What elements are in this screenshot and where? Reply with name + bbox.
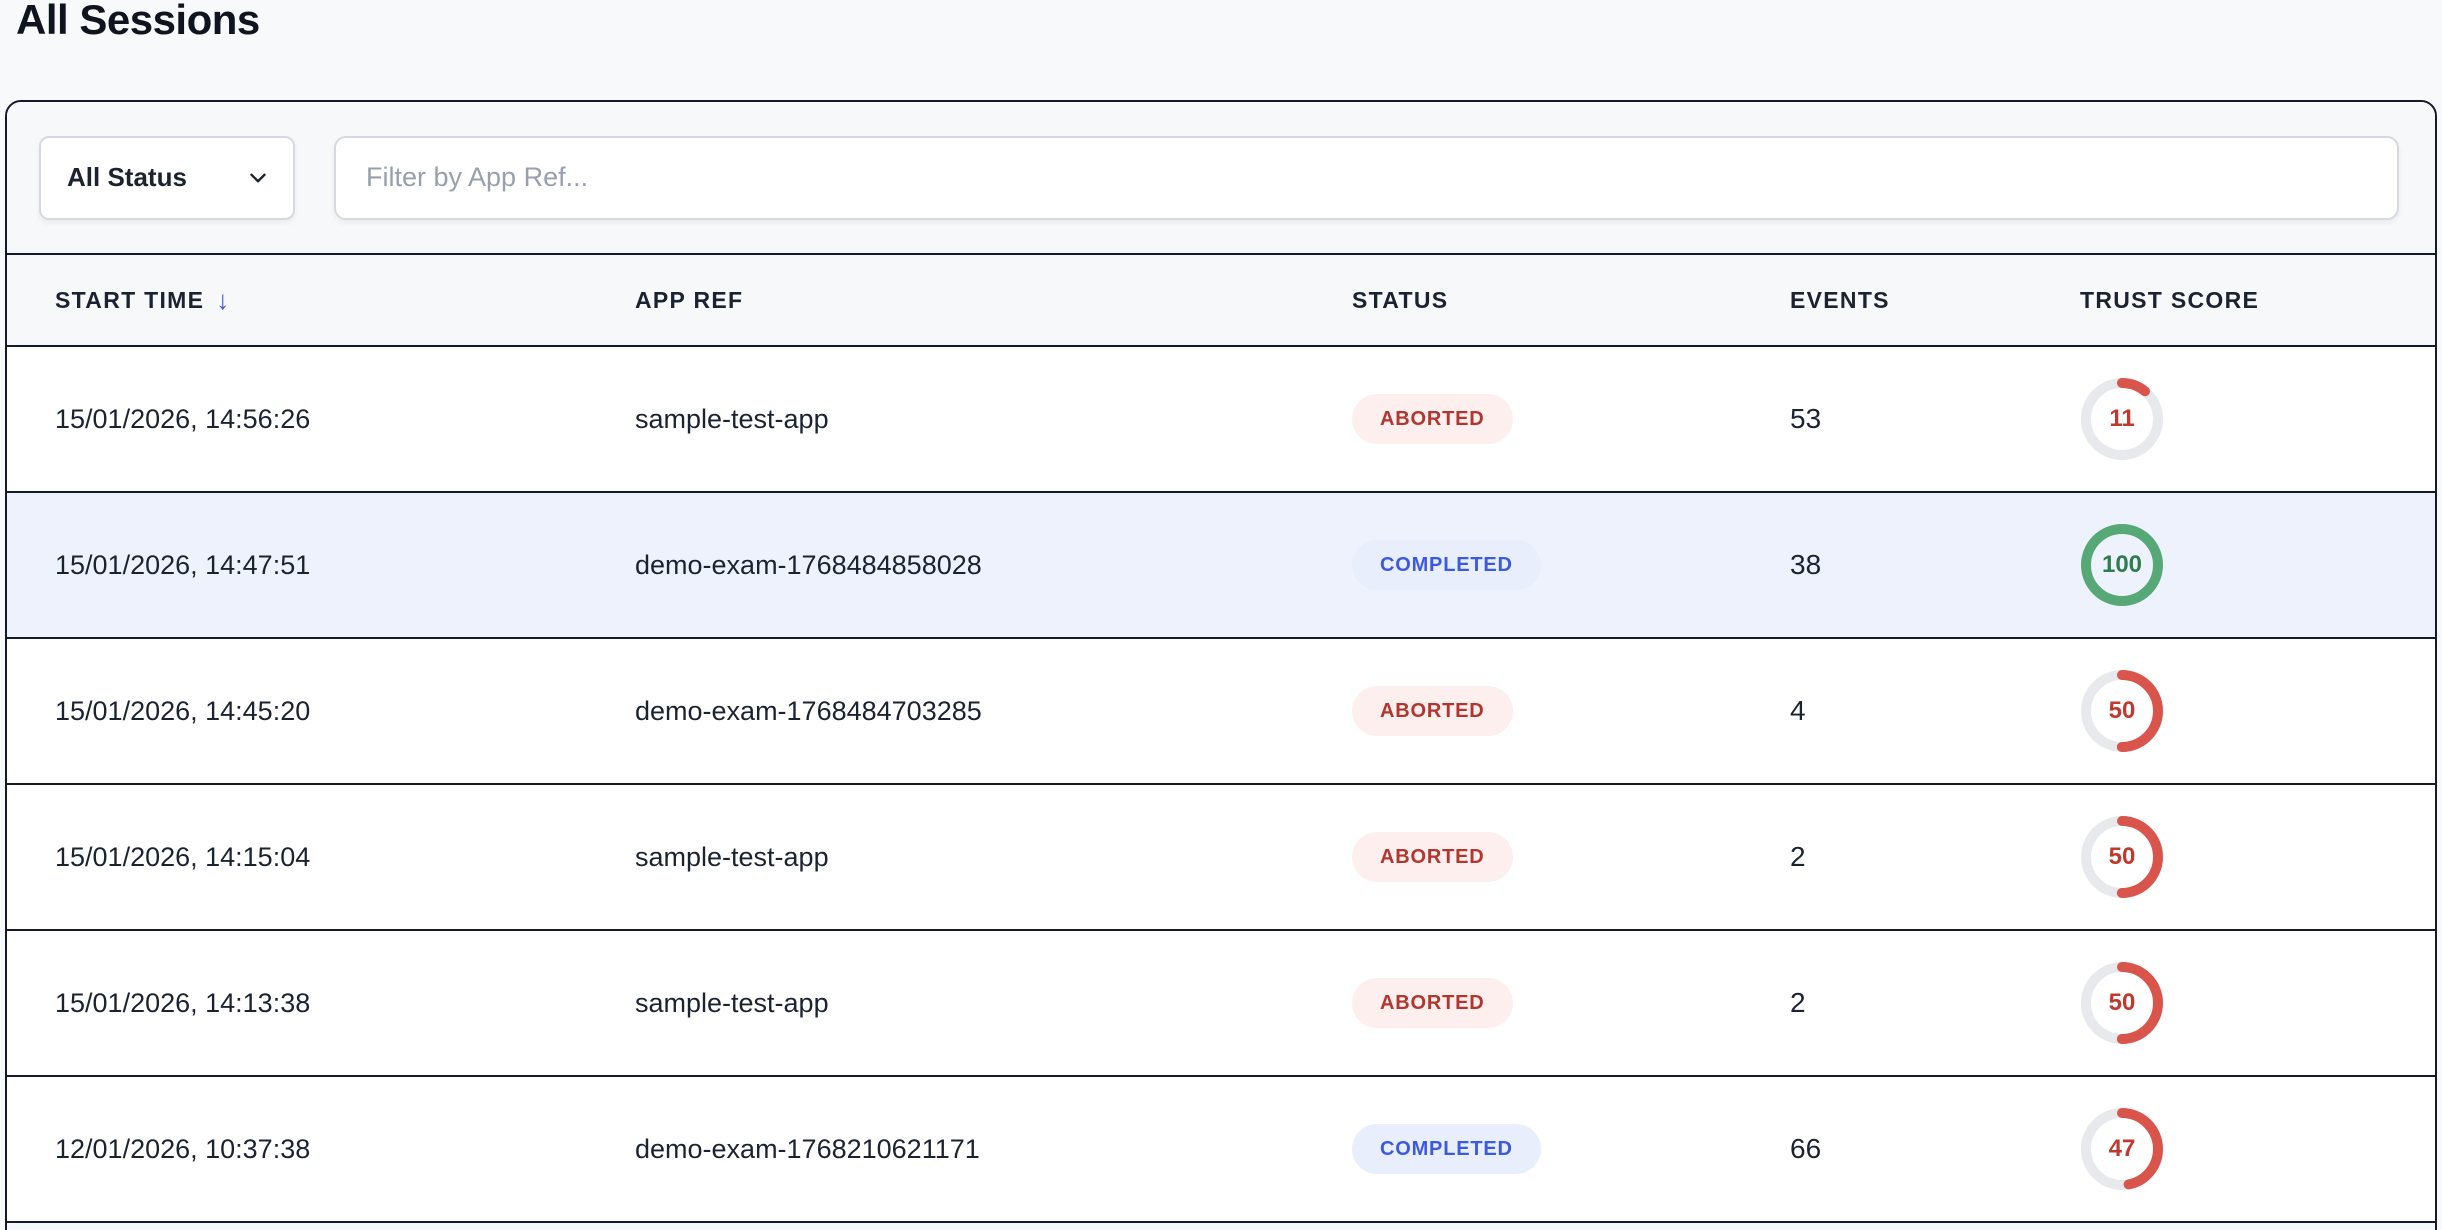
cell-start-time: 15/01/2026, 14:47:51: [55, 549, 311, 580]
cell-trust-score: 100: [2080, 523, 2435, 607]
cell-trust-score: 50: [2080, 669, 2435, 753]
column-header-app-ref[interactable]: APP REF: [635, 287, 1352, 314]
cell-app-ref: demo-exam-1768210621171: [635, 1133, 980, 1164]
table-body: 15/01/2026, 14:56:26 sample-test-app ABO…: [7, 347, 2435, 1223]
filter-bar: All Status: [7, 102, 2435, 255]
table-header: START TIME ↓ APP REF STATUS EVENTS TRUST…: [7, 255, 2435, 347]
cell-app-ref: demo-exam-1768484858028: [635, 549, 982, 580]
table-row[interactable]: 15/01/2026, 14:45:20 demo-exam-176848470…: [7, 639, 2435, 785]
trust-score-ring: 50: [2080, 815, 2164, 899]
cell-status: ABORTED: [1352, 978, 1790, 1028]
table-row[interactable]: 12/01/2026, 10:37:38 demo-exam-176821062…: [7, 1077, 2435, 1223]
status-filter-value: All Status: [67, 162, 187, 192]
sessions-card: All Status START TIME ↓ APP REF STATUS E…: [5, 100, 2437, 1230]
cell-start-time: 15/01/2026, 14:15:04: [55, 841, 311, 872]
trust-score-value: 11: [2109, 405, 2135, 432]
column-header-label: STATUS: [1352, 286, 1449, 313]
trust-score-ring: 50: [2080, 669, 2164, 753]
table-row[interactable]: 15/01/2026, 14:13:38 sample-test-app ABO…: [7, 931, 2435, 1077]
cell-app-ref: sample-test-app: [635, 403, 829, 434]
status-badge: ABORTED: [1352, 978, 1513, 1028]
trust-score-ring: 50: [2080, 961, 2164, 1045]
status-filter-select[interactable]: All Status: [39, 135, 295, 220]
cell-events: 4: [1790, 695, 1806, 726]
cell-events: 38: [1790, 549, 1822, 580]
cell-events: 2: [1790, 841, 1806, 872]
cell-events: 2: [1790, 987, 1806, 1018]
column-header-label: TRUST SCORE: [2080, 286, 2260, 313]
cell-start-time: 15/01/2026, 14:13:38: [55, 987, 311, 1018]
cell-app-ref: sample-test-app: [635, 841, 829, 872]
cell-status: COMPLETED: [1352, 540, 1790, 590]
cell-events: 53: [1790, 403, 1822, 434]
cell-trust-score: 47: [2080, 1107, 2435, 1191]
cell-status: COMPLETED: [1352, 1124, 1790, 1174]
cell-app-ref: demo-exam-1768484703285: [635, 695, 982, 726]
column-header-trust-score[interactable]: TRUST SCORE: [2080, 287, 2435, 314]
cell-status: ABORTED: [1352, 394, 1790, 444]
column-header-status[interactable]: STATUS: [1352, 287, 1790, 314]
status-badge: COMPLETED: [1352, 540, 1541, 590]
trust-score-value: 100: [2101, 551, 2143, 578]
column-header-label: EVENTS: [1790, 286, 1890, 313]
status-badge: ABORTED: [1352, 832, 1513, 882]
trust-score-value: 50: [2108, 697, 2136, 724]
trust-score-ring: 47: [2080, 1107, 2164, 1191]
sort-desc-icon: ↓: [216, 284, 230, 315]
page-title: All Sessions: [16, 0, 260, 43]
column-header-events[interactable]: EVENTS: [1790, 287, 2080, 314]
status-badge: ABORTED: [1352, 686, 1513, 736]
cell-status: ABORTED: [1352, 686, 1790, 736]
cell-trust-score: 11: [2080, 377, 2435, 461]
status-badge: COMPLETED: [1352, 1124, 1541, 1174]
cell-trust-score: 50: [2080, 961, 2435, 1045]
trust-score-value: 50: [2108, 843, 2136, 870]
status-badge: ABORTED: [1352, 394, 1513, 444]
column-header-label: START TIME: [55, 286, 205, 313]
cell-status: ABORTED: [1352, 832, 1790, 882]
trust-score-value: 47: [2108, 1135, 2136, 1162]
cell-start-time: 15/01/2026, 14:56:26: [55, 403, 311, 434]
cell-start-time: 15/01/2026, 14:45:20: [55, 695, 311, 726]
column-header-label: APP REF: [635, 286, 744, 313]
table-row[interactable]: 15/01/2026, 14:15:04 sample-test-app ABO…: [7, 785, 2435, 931]
table-row[interactable]: 15/01/2026, 14:47:51 demo-exam-176848485…: [7, 493, 2435, 639]
trust-score-ring: 11: [2080, 377, 2164, 461]
table-row[interactable]: 15/01/2026, 14:56:26 sample-test-app ABO…: [7, 347, 2435, 493]
cell-app-ref: sample-test-app: [635, 987, 829, 1018]
cell-trust-score: 50: [2080, 815, 2435, 899]
cell-events: 66: [1790, 1133, 1822, 1164]
column-header-start-time[interactable]: START TIME ↓: [55, 285, 635, 316]
trust-score-ring: 100: [2080, 523, 2164, 607]
app-ref-filter-input[interactable]: [334, 135, 2399, 220]
trust-score-value: 50: [2108, 989, 2136, 1016]
chevron-down-icon: [245, 165, 271, 191]
cell-start-time: 12/01/2026, 10:37:38: [55, 1133, 311, 1164]
